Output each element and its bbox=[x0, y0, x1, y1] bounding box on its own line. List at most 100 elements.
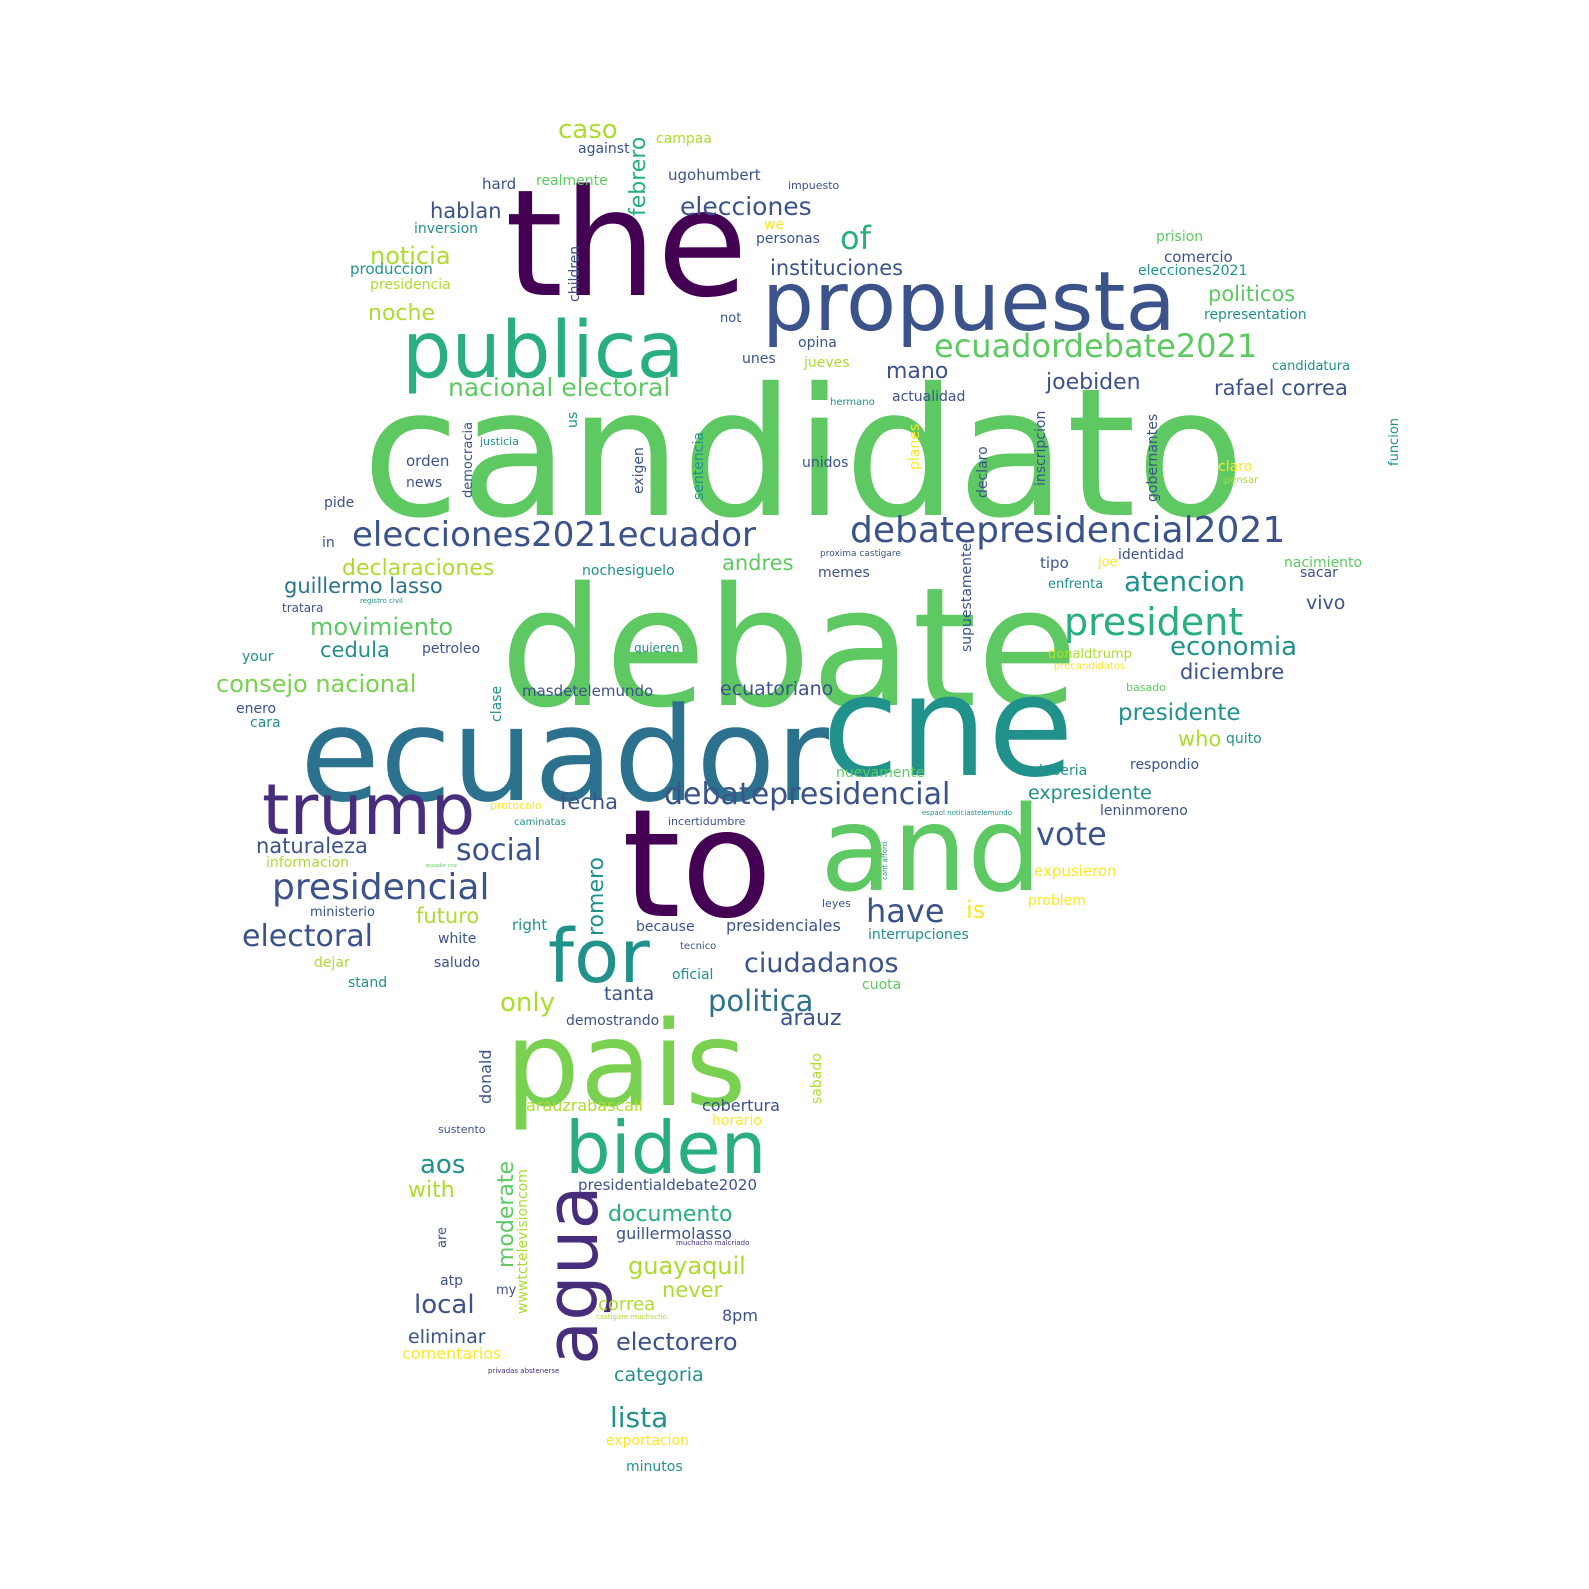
word: and bbox=[820, 780, 1042, 918]
word: tecnico bbox=[680, 941, 717, 952]
word: espaol noticiastelemundo bbox=[922, 809, 1012, 817]
word: leyes bbox=[822, 897, 851, 910]
word: guillermo lasso bbox=[284, 574, 443, 598]
word: enfrenta bbox=[1048, 577, 1104, 592]
word: never bbox=[662, 1278, 723, 1302]
word: debatepresidencial2021 bbox=[850, 510, 1286, 551]
word: news bbox=[406, 475, 443, 491]
word: ministerio bbox=[310, 905, 375, 920]
word: debatepresidencial bbox=[664, 777, 951, 812]
word: quieren bbox=[634, 641, 680, 655]
word: joe bbox=[1098, 555, 1118, 570]
word: sabado bbox=[809, 1053, 825, 1104]
word: romero bbox=[584, 856, 609, 936]
word: protocolo bbox=[490, 799, 542, 812]
word: president bbox=[1064, 600, 1244, 644]
word: guillermolasso bbox=[616, 1224, 732, 1243]
word: opina bbox=[798, 335, 837, 351]
word: atp bbox=[440, 1273, 463, 1289]
word: trump bbox=[262, 769, 476, 851]
word: economia bbox=[1170, 632, 1298, 662]
word: inscripcion bbox=[1033, 410, 1049, 486]
word: caso bbox=[558, 115, 618, 145]
word: gobernantes bbox=[1145, 413, 1161, 502]
word: quito bbox=[1226, 731, 1262, 747]
word: presidentialdebate2020 bbox=[578, 1176, 757, 1194]
word: diciembre bbox=[1180, 660, 1285, 684]
word: joebiden bbox=[1046, 370, 1141, 395]
word: jueves bbox=[804, 355, 850, 371]
word: in bbox=[322, 535, 335, 551]
word: we bbox=[764, 217, 785, 233]
word: comercio bbox=[1164, 248, 1233, 266]
word: cobertura bbox=[702, 1096, 780, 1115]
word: only bbox=[500, 988, 555, 1018]
word: right bbox=[512, 916, 548, 934]
word: inversion bbox=[414, 221, 479, 237]
word: not bbox=[720, 311, 742, 326]
word: us bbox=[565, 411, 581, 428]
word: naturaleza bbox=[256, 834, 368, 858]
word: social bbox=[456, 833, 542, 868]
word: exportacion bbox=[606, 1433, 689, 1449]
word: is bbox=[966, 896, 986, 924]
word: nochesiguelo bbox=[582, 563, 675, 579]
word: personas bbox=[756, 231, 820, 247]
word: caminatas bbox=[514, 817, 566, 828]
word: pais bbox=[505, 995, 747, 1133]
word: stand bbox=[348, 975, 388, 991]
word: are bbox=[435, 1226, 450, 1248]
word: ecuador bbox=[300, 679, 830, 831]
word: rafael correa bbox=[1214, 376, 1348, 400]
word: for bbox=[548, 914, 650, 1000]
word: lista bbox=[610, 1401, 669, 1434]
word: declaraciones bbox=[342, 556, 495, 581]
word: arauzrabascall bbox=[526, 1096, 643, 1115]
word: guayaquil bbox=[628, 1252, 746, 1280]
word: respondio bbox=[1130, 757, 1200, 773]
word: your bbox=[242, 649, 274, 665]
word: elecciones2021 bbox=[1138, 263, 1248, 279]
word: my bbox=[496, 1283, 517, 1298]
word: wwwtctelevisioncom bbox=[515, 1169, 531, 1314]
word: expusieron bbox=[1034, 862, 1117, 880]
word: who bbox=[1178, 727, 1222, 751]
word: against bbox=[578, 141, 630, 157]
word: proxima castigare bbox=[820, 549, 901, 559]
word: futuro bbox=[416, 904, 480, 928]
word: cant afford bbox=[881, 841, 889, 880]
word: muchacho malcriado bbox=[676, 1239, 750, 1247]
word: privadas abstenerse bbox=[488, 1367, 560, 1375]
word: cuota bbox=[862, 977, 902, 993]
word: andres bbox=[722, 551, 794, 575]
word: horario bbox=[712, 1113, 762, 1129]
word: publica bbox=[402, 306, 685, 396]
word: consejo nacional bbox=[216, 670, 417, 698]
word: informacion bbox=[266, 855, 350, 871]
word: comentarios bbox=[402, 1344, 502, 1363]
word: exigen bbox=[631, 447, 647, 494]
word: clase bbox=[489, 685, 505, 722]
word: debate bbox=[500, 552, 1079, 744]
word: categoria bbox=[614, 1364, 704, 1386]
word: declaro bbox=[975, 446, 991, 498]
word: sacar bbox=[1300, 565, 1338, 581]
word: vote bbox=[1036, 815, 1107, 853]
word: to bbox=[622, 778, 773, 952]
word: politica bbox=[708, 984, 814, 1018]
word: with bbox=[408, 1178, 455, 1203]
word: mano bbox=[886, 359, 949, 384]
word: registro civil bbox=[360, 597, 403, 605]
word: demostrando bbox=[566, 1013, 660, 1029]
word: unes bbox=[742, 351, 776, 367]
word: petroleo bbox=[422, 641, 481, 657]
word: presidencial bbox=[272, 867, 490, 908]
word: cedula bbox=[320, 638, 390, 662]
word: interrupciones bbox=[868, 927, 969, 943]
word: representation bbox=[1204, 307, 1307, 323]
word: fecha bbox=[560, 790, 619, 814]
word: white bbox=[438, 931, 477, 947]
word: elecciones2021ecuador bbox=[352, 515, 756, 555]
word: politicos bbox=[1208, 282, 1296, 306]
